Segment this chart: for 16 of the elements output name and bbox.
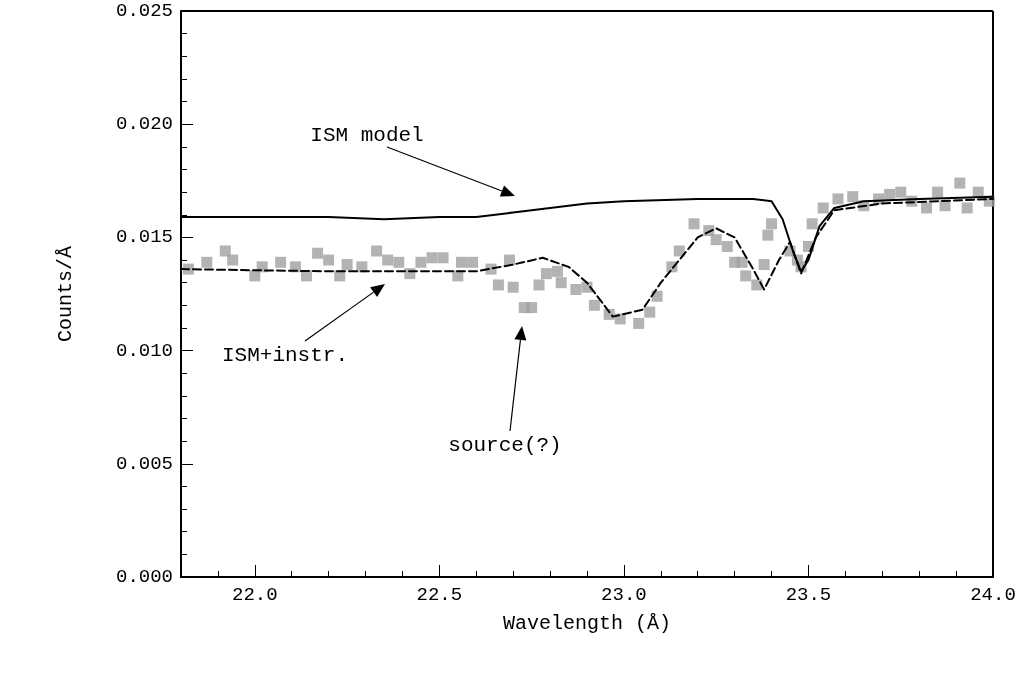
y-tick-label: 0.010 xyxy=(115,339,173,362)
x-axis-title: Wavelength (Å) xyxy=(502,611,672,635)
annotation: ISM model xyxy=(310,123,424,147)
y-tick-label: 0.005 xyxy=(115,452,173,475)
x-tick-label: 23.5 xyxy=(785,583,832,606)
y-tick-label: 0.025 xyxy=(115,0,173,22)
annotation: ISM+instr. xyxy=(221,343,349,367)
y-tick-label: 0.000 xyxy=(115,566,173,588)
x-tick-label: 22.0 xyxy=(232,583,278,606)
x-tick-label: 24.0 xyxy=(970,583,1016,606)
y-axis-title: Counts/Å xyxy=(53,245,77,343)
annotation: source(?) xyxy=(448,433,562,457)
x-tick-label: 23.0 xyxy=(601,583,647,606)
y-tick-label: 0.020 xyxy=(115,113,173,136)
x-tick-label: 22.5 xyxy=(416,583,463,606)
y-tick-label: 0.015 xyxy=(115,226,173,249)
